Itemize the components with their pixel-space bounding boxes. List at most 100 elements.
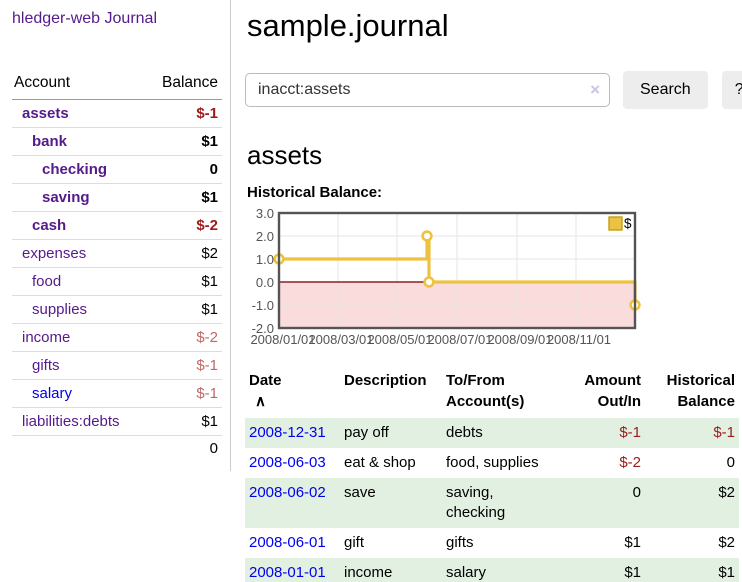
column-header-date[interactable]: Date ∧ [245, 367, 340, 418]
register-header-row: Date ∧ Description To/From Account(s) Amo… [245, 367, 739, 418]
account-balance: $1 [145, 295, 222, 324]
account-row-assets: assets $-1 [12, 100, 222, 128]
account-row-gifts: gifts $-1 [12, 351, 222, 380]
account-link-liabilities-debts[interactable]: liabilities:debts [22, 413, 120, 430]
account-heading: assets [247, 140, 323, 170]
x-axis-labels: 2008/01/01 2008/03/01 2008/05/01 2008/07… [250, 332, 611, 347]
chart-legend: $ [608, 216, 632, 231]
account-balance: $-2 [145, 211, 222, 240]
account-balance: $-1 [145, 351, 222, 380]
transaction-accounts: gifts [446, 534, 474, 551]
account-link-cash[interactable]: cash [32, 217, 67, 234]
transaction-balance: 0 [726, 454, 735, 471]
account-link-food[interactable]: food [32, 273, 62, 290]
account-link-gifts[interactable]: gifts [32, 357, 60, 374]
accounts-total-value: 0 [145, 435, 222, 457]
search-button[interactable]: Search [623, 71, 708, 109]
svg-text:2.0: 2.0 [256, 229, 274, 244]
account-row-salary: salary $-1 [12, 379, 222, 408]
account-balance: $1 [145, 127, 222, 156]
account-row-saving: saving $1 [12, 183, 222, 212]
search-bar: × Search ? [245, 71, 742, 109]
help-button[interactable]: ? [721, 71, 742, 109]
search-input-wrap: × [245, 73, 610, 107]
register-row: 2008-06-02 save saving, checking 0 $2 [245, 478, 739, 528]
transaction-accounts: salary [446, 564, 487, 581]
accounts-col-account: Account [12, 74, 146, 100]
account-link-supplies[interactable]: supplies [32, 301, 88, 318]
transaction-date-link[interactable]: 2008-01-01 [249, 564, 326, 581]
account-balance: 0 [145, 155, 222, 184]
transaction-accounts: debts [446, 424, 483, 441]
svg-text:2008/05/01: 2008/05/01 [367, 332, 432, 347]
account-link-assets[interactable]: assets [22, 105, 69, 122]
account-row-cash: cash $-2 [12, 211, 222, 240]
accounts-total-row: 0 [12, 435, 222, 457]
transaction-amount: 0 [632, 484, 641, 501]
transaction-description: pay off [344, 424, 389, 441]
transaction-description: gift [344, 534, 365, 551]
sidebar: hledger-web Journal Account Balance asse… [0, 0, 231, 471]
svg-text:2008/09/01: 2008/09/01 [487, 332, 552, 347]
chart-title: Historical Balance: [247, 184, 383, 201]
svg-text:2008/11/01: 2008/11/01 [547, 332, 611, 347]
transaction-date-link[interactable]: 2008-06-01 [249, 534, 326, 551]
transaction-amount: $1 [624, 534, 641, 551]
date-header-label: Date [249, 372, 282, 389]
svg-text:-1.0: -1.0 [252, 298, 274, 313]
svg-text:1.0: 1.0 [256, 252, 274, 267]
account-balance: $-1 [145, 379, 222, 408]
account-link-bank[interactable]: bank [32, 133, 68, 150]
account-balance: $1 [145, 183, 222, 212]
account-link-salary[interactable]: salary [32, 385, 73, 402]
transaction-balance: $2 [718, 484, 735, 501]
transaction-amount: $-1 [619, 424, 641, 441]
account-link-saving[interactable]: saving [42, 189, 90, 206]
svg-text:0.0: 0.0 [256, 275, 274, 290]
account-row-checking: checking 0 [12, 155, 222, 184]
account-balance: $1 [145, 407, 222, 436]
transaction-date-link[interactable]: 2008-06-02 [249, 484, 326, 501]
svg-text:2008/07/01: 2008/07/01 [427, 332, 492, 347]
transaction-description: income [344, 564, 393, 581]
register-table: Date ∧ Description To/From Account(s) Amo… [245, 367, 739, 582]
account-link-checking[interactable]: checking [42, 161, 108, 178]
transaction-description: eat & shop [344, 454, 416, 471]
accounts-col-balance: Balance [145, 74, 222, 100]
account-row-liabilities-debts: liabilities:debts $1 [12, 407, 222, 436]
account-row-bank: bank $1 [12, 127, 222, 156]
register-row: 2008-01-01 income salary $1 $1 [245, 558, 739, 582]
main-content: sample.journal × Search ? assets Histori… [232, 0, 742, 582]
account-balance: $2 [145, 239, 222, 268]
account-row-income: income $-2 [12, 323, 222, 352]
y-axis-labels: 3.0 2.0 1.0 0.0 -1.0 -2.0 [252, 206, 274, 336]
account-link-expenses[interactable]: expenses [22, 245, 87, 262]
account-link-income[interactable]: income [22, 329, 71, 346]
legend-swatch [608, 216, 623, 231]
transaction-accounts: saving, checking [446, 484, 506, 521]
brand-link[interactable]: hledger-web [12, 10, 101, 27]
accounts-table: Account Balance assets $-1 bank $1 check… [12, 74, 222, 457]
register-row: 2008-12-31 pay off debts $-1 $-1 [245, 418, 739, 448]
page-title: sample.journal [247, 8, 449, 43]
legend-label: $ [624, 216, 632, 231]
svg-text:-2.0: -2.0 [252, 321, 274, 336]
transaction-balance: $1 [718, 564, 735, 581]
sidebar-item-journal[interactable]: Journal [104, 10, 157, 27]
clear-search-icon[interactable]: × [590, 80, 600, 99]
account-row-food: food $1 [12, 267, 222, 296]
balance-chart: $ 3.0 2.0 1.0 0.0 -1.0 -2.0 2008/01/01 2… [250, 206, 641, 347]
account-balance: $-2 [145, 323, 222, 352]
svg-text:2008/03/01: 2008/03/01 [308, 332, 373, 347]
column-header-tofrom-accounts: To/From Account(s) [446, 372, 525, 410]
transaction-balance: $-1 [713, 424, 735, 441]
svg-text:2008/01/01: 2008/01/01 [250, 332, 315, 347]
column-header-amount-outin: Amount Out/In [584, 372, 641, 410]
account-row-supplies: supplies $1 [12, 295, 222, 324]
sort-ascending-icon: ∧ [255, 393, 266, 410]
search-input[interactable] [245, 73, 610, 107]
transaction-date-link[interactable]: 2008-06-03 [249, 454, 326, 471]
transaction-amount: $-2 [619, 454, 641, 471]
transaction-date-link[interactable]: 2008-12-31 [249, 424, 326, 441]
